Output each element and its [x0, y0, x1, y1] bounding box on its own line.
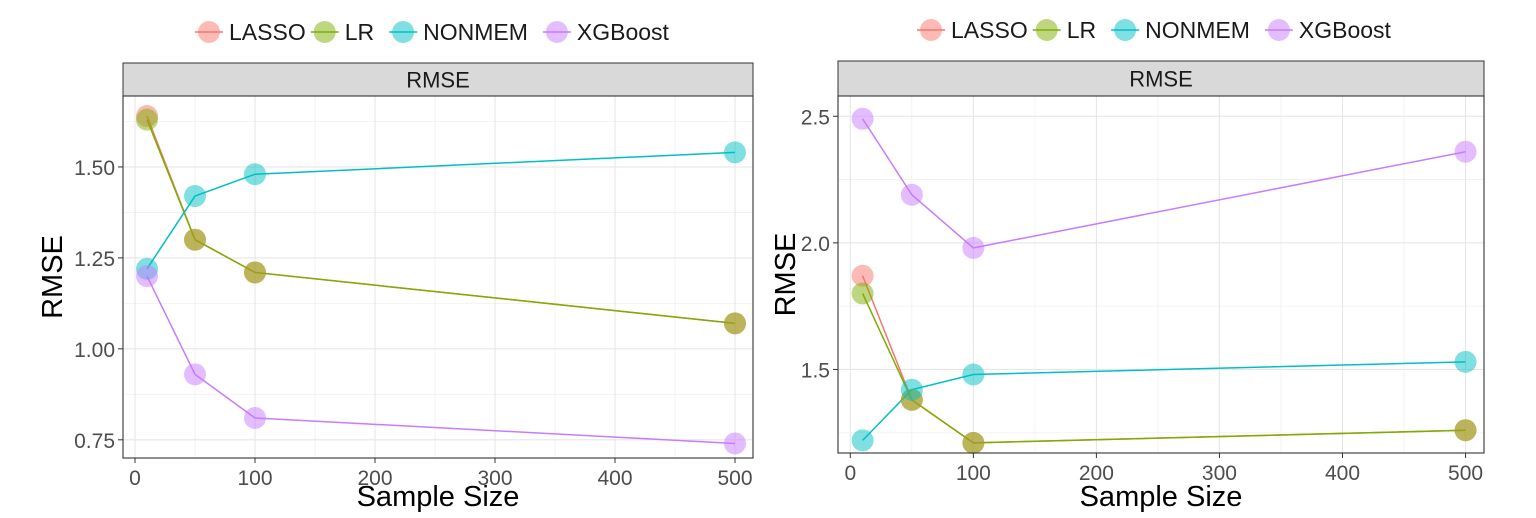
legend-label: NONMEM: [423, 19, 528, 45]
y-tick-label: 2.0: [801, 233, 830, 256]
y-tick-label: 1.00: [74, 339, 115, 362]
legend: LASSO LR NONMEM XGBoost: [917, 17, 1392, 43]
series-line-nonmem: [862, 361, 1466, 441]
data-point-lasso: [851, 264, 874, 287]
chart-panel-right: LASSO LR NONMEM XGBoost RMSE 0 100 200 300 400 500…: [768, 0, 1536, 513]
legend-item-lr: LR: [1032, 17, 1096, 43]
plot-border: [122, 95, 754, 459]
y-tick-label: 0.75: [74, 430, 115, 453]
x-tick-label: 200: [1079, 462, 1114, 485]
x-tick-label: 400: [1325, 462, 1360, 485]
legend-key-dot: [1114, 19, 1137, 41]
data-point-xgboost: [724, 432, 746, 455]
legend-key-dot: [1267, 19, 1290, 41]
legend-key-dot: [392, 21, 415, 43]
data-point-lr: [851, 282, 874, 305]
chart-left: LASSO LR NONMEM XGBoost RMSE 0 100 200 300 400 500…: [37, 19, 754, 513]
x-tick-label: 100: [237, 467, 272, 490]
gridlines: [123, 96, 753, 458]
facet-label: RMSE: [1129, 67, 1193, 92]
y-tick-label: 1.50: [74, 157, 115, 180]
facet-strip: [122, 62, 754, 97]
series-line-lr: [146, 119, 736, 325]
legend-key-dot: [198, 21, 220, 43]
legend-item-nonmem: NONMEM: [1111, 17, 1250, 43]
plot-background: [123, 96, 753, 458]
y-tick-label: 2.5: [801, 106, 830, 129]
x-tick-label: 500: [1448, 462, 1483, 485]
data-point-xgboost: [962, 236, 985, 259]
legend-label: LR: [345, 19, 374, 45]
data-point-xgboost: [851, 107, 874, 130]
legend-label: XGBoost: [577, 19, 670, 45]
x-tick-label: 500: [717, 467, 752, 490]
plot-background: [838, 96, 1484, 453]
data-point-xgboost: [1454, 140, 1477, 163]
chart-right: LASSO LR NONMEM XGBoost RMSE 0 100 200 300 400 500…: [770, 17, 1485, 513]
y-tick-label: 1.5: [801, 359, 830, 382]
data-point-nonmem: [900, 378, 923, 401]
data-point-xgboost: [136, 265, 158, 288]
data-point-lr: [136, 108, 158, 131]
x-axis-title: Sample Size: [1080, 481, 1243, 513]
data-point-xgboost: [184, 363, 206, 386]
x-tick-label: 300: [477, 467, 512, 490]
legend-label: LASSO: [229, 19, 306, 45]
plot-border: [837, 95, 1485, 454]
y-tick-label: 1.25: [74, 248, 115, 271]
legend-key-dot: [1035, 19, 1058, 41]
x-tick-label: 400: [597, 467, 632, 490]
legend-item-lr: LR: [310, 19, 374, 45]
series-line-nonmem: [146, 151, 736, 270]
legend-key-dot: [920, 19, 942, 41]
legend-item-lasso: LASSO: [917, 17, 1028, 43]
series-line-xgboost: [861, 118, 1466, 249]
y-axis-title: RMSE: [770, 233, 802, 317]
legend-item-xgboost: XGBoost: [1264, 17, 1392, 43]
data-point-lr: [184, 228, 206, 251]
legend-label: XGBoost: [1299, 17, 1392, 43]
legend-item-lasso: LASSO: [195, 19, 306, 45]
data-point-nonmem: [851, 429, 874, 452]
x-tick-label: 200: [357, 467, 392, 490]
legend-key-dot: [313, 21, 336, 43]
legend: LASSO LR NONMEM XGBoost: [195, 19, 670, 45]
legend-label: LR: [1067, 17, 1096, 43]
facet-strip: [837, 60, 1485, 97]
data-point-lr: [244, 261, 266, 284]
x-tick-label: 300: [1202, 462, 1237, 485]
legend-key-dot: [545, 21, 568, 43]
data-point-nonmem: [184, 185, 206, 208]
data-point-nonmem: [962, 363, 985, 386]
facet-label: RMSE: [406, 68, 470, 93]
legend-label: NONMEM: [1145, 17, 1250, 43]
x-tick-label: 0: [844, 462, 856, 485]
legend-item-xgboost: XGBoost: [542, 19, 670, 45]
y-axis-title: RMSE: [37, 235, 69, 319]
data-point-lr: [962, 431, 985, 454]
data-point-lr: [724, 312, 746, 335]
chart-panel-left: LASSO LR NONMEM XGBoost RMSE 0 100 200 300 400 500…: [0, 0, 768, 513]
legend-item-nonmem: NONMEM: [389, 19, 528, 45]
series-line-xgboost: [146, 275, 736, 445]
x-tick-label: 100: [956, 462, 991, 485]
data-point-xgboost: [900, 183, 923, 206]
data-point-nonmem: [244, 163, 266, 186]
data-point-nonmem: [724, 141, 746, 164]
legend-label: LASSO: [951, 17, 1028, 43]
x-tick-label: 0: [129, 467, 141, 490]
data-point-lr: [1454, 419, 1477, 442]
series-line-lr: [861, 293, 1466, 444]
data-point-nonmem: [1454, 350, 1477, 373]
data-point-xgboost: [244, 406, 266, 429]
x-axis-title: Sample Size: [357, 481, 520, 513]
